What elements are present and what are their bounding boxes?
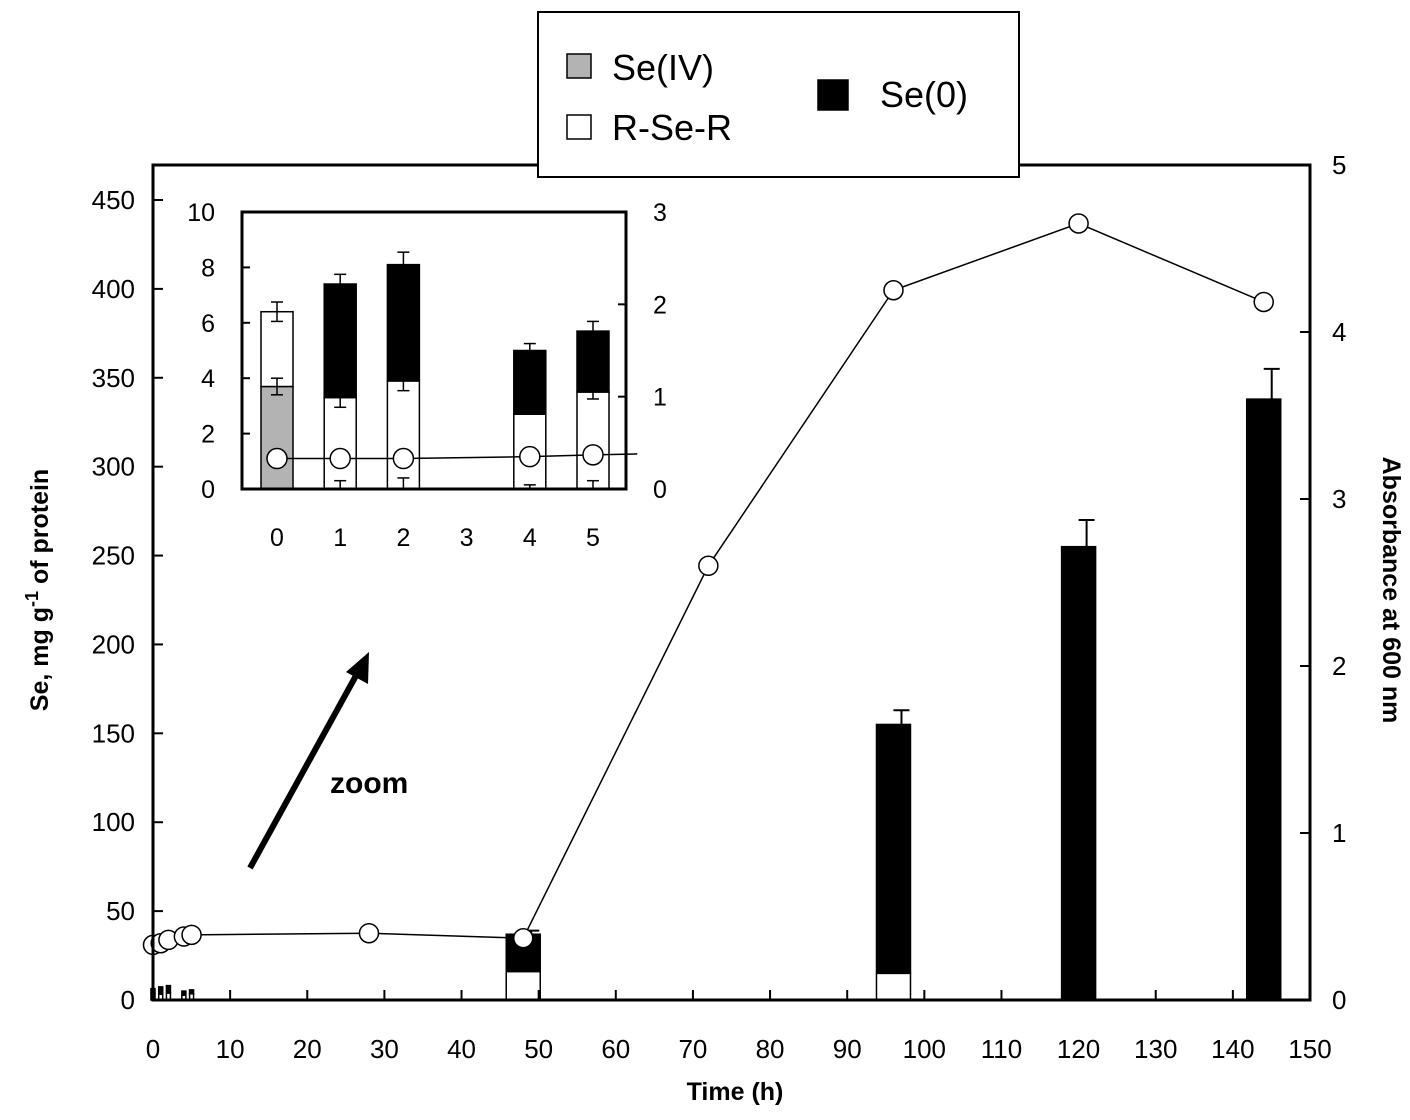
- inset-y2-tick-label: 0: [653, 476, 667, 504]
- y-axis-label: Se, mg g-1 of protein: [22, 469, 54, 711]
- bar-r-se-r: [505, 970, 541, 1001]
- x-tick-label: 120: [1057, 1034, 1100, 1064]
- inset-y2-tick-label: 3: [653, 199, 667, 227]
- y-tick-label: 400: [92, 274, 135, 304]
- legend-swatch-se-iv: [566, 53, 592, 79]
- main-absorbance-layer: [142, 213, 1274, 956]
- x-tick-label: 150: [1288, 1034, 1331, 1064]
- legend-label-se-0: Se(0): [880, 74, 968, 115]
- absorbance-point: [358, 922, 380, 944]
- inset-y2-tick-label: 2: [653, 291, 667, 319]
- inset-absorbance-layer: [266, 444, 638, 470]
- inset-x-tick-label: 4: [523, 524, 537, 552]
- inset-absorbance-point: [392, 447, 415, 470]
- legend-swatch-r-se-r: [566, 114, 592, 140]
- absorbance-point: [1068, 213, 1089, 234]
- inset-y-tick-label: 0: [201, 476, 215, 504]
- legend-label-r-se-r: R-Se-R: [612, 107, 732, 148]
- inset-absorbance-point: [266, 447, 288, 470]
- inset-bar-r-se-r: [576, 391, 610, 490]
- x-tick-label: 20: [293, 1034, 322, 1064]
- y2-tick-label: 4: [1332, 317, 1346, 347]
- inset-bar-se-0: [323, 283, 357, 399]
- inset-x-tick-label: 0: [270, 524, 284, 552]
- y-tick-label: 100: [92, 807, 135, 837]
- y2-tick-label: 0: [1332, 985, 1346, 1015]
- legend-swatch-se-0: [817, 79, 849, 111]
- x-axis-label: Time (h): [687, 1078, 784, 1106]
- absorbance-point: [883, 280, 904, 301]
- inset-x-tick-label: 1: [333, 524, 347, 552]
- y-tick-label: 0: [121, 985, 135, 1015]
- inset-absorbance-point: [329, 447, 351, 470]
- inset-plot-frame: [240, 210, 628, 491]
- x-tick-label: 90: [833, 1034, 862, 1064]
- inset-bar-r-se-r: [386, 380, 421, 490]
- y-tick-label: 450: [92, 185, 135, 215]
- legend-box: [537, 11, 1020, 178]
- bar-se-0: [165, 984, 172, 994]
- bar-se-0: [181, 990, 187, 996]
- legend: Se(IV) R-Se-R Se(0): [537, 11, 1020, 178]
- inset-y-tick-label: 2: [201, 421, 215, 449]
- y2-axis-label: Absorbance at 600 nm: [1377, 457, 1405, 724]
- y2-tick-label: 3: [1332, 484, 1346, 514]
- y-tick-label: 350: [92, 363, 135, 393]
- y-tick-label: 150: [92, 718, 135, 748]
- bar-se-0: [188, 989, 195, 995]
- bar-se-0: [1245, 398, 1282, 1001]
- inset-background: [242, 212, 626, 489]
- absorbance-point: [512, 927, 534, 949]
- inset-y-tick-label: 8: [201, 254, 215, 282]
- x-tick-label: 30: [370, 1034, 399, 1064]
- bar-se-0: [157, 986, 164, 995]
- inset-y-tick-label: 10: [187, 199, 215, 227]
- main-axes-layer: 0 10 20 30 40 50 60 70 80 90 100 110 120 130 140 150050…: [92, 150, 1347, 1064]
- bar-r-se-r: [875, 972, 912, 1001]
- bar-se-0: [1060, 545, 1097, 1001]
- inset-absorbance-point: [519, 445, 541, 468]
- x-tick-label: 0: [146, 1034, 160, 1064]
- inset-absorbance-point: [582, 444, 604, 466]
- inset-bar-se-0: [513, 349, 547, 415]
- inset-y-tick-label: 6: [201, 310, 215, 338]
- y2-tick-label: 5: [1332, 150, 1346, 180]
- zoom-arrow: [247, 652, 369, 870]
- inset-x-tick-label: 5: [586, 524, 600, 552]
- absorbance-point: [1253, 291, 1274, 313]
- inset-y-tick-label: 4: [201, 365, 215, 393]
- absorbance-point: [181, 924, 202, 946]
- x-tick-label: 70: [678, 1034, 707, 1064]
- bar-se-0: [875, 723, 912, 975]
- y2-tick-label: 2: [1332, 651, 1346, 681]
- inset-x-tick-label: 2: [396, 524, 410, 552]
- y-tick-label: 250: [92, 541, 135, 571]
- inset-axes-layer: 0 1 2 3 4 5 0 2 4 6 8 10 0 1 2 3: [187, 199, 667, 552]
- inset-bar-se-0: [576, 330, 610, 393]
- x-tick-label: 130: [1134, 1034, 1177, 1064]
- inset-bar-se-0: [386, 263, 421, 382]
- x-tick-label: 140: [1211, 1034, 1254, 1064]
- inset-bar-se-iv: [260, 385, 294, 490]
- absorbance-point: [698, 555, 719, 577]
- inset-y2-tick-label: 1: [653, 384, 667, 412]
- x-tick-label: 60: [601, 1034, 630, 1064]
- main-bars-layer: [150, 367, 1282, 1001]
- x-tick-label: 80: [756, 1034, 785, 1064]
- x-tick-label: 100: [903, 1034, 946, 1064]
- y-tick-label: 50: [106, 896, 135, 926]
- x-tick-label: 50: [524, 1034, 553, 1064]
- y-tick-label: 300: [92, 452, 135, 482]
- zoom-label: zoom: [330, 767, 408, 800]
- legend-label-se-iv: Se(IV): [612, 47, 714, 88]
- y2-tick-label: 1: [1332, 818, 1346, 848]
- inset-bar-r-se-r: [323, 396, 357, 490]
- x-tick-label: 40: [447, 1034, 476, 1064]
- inset-bar-r-se-r: [260, 310, 294, 388]
- y-tick-label: 200: [92, 629, 135, 659]
- x-tick-label: 10: [216, 1034, 245, 1064]
- x-tick-label: 110: [981, 1034, 1022, 1064]
- inset-x-tick-label: 3: [460, 524, 474, 552]
